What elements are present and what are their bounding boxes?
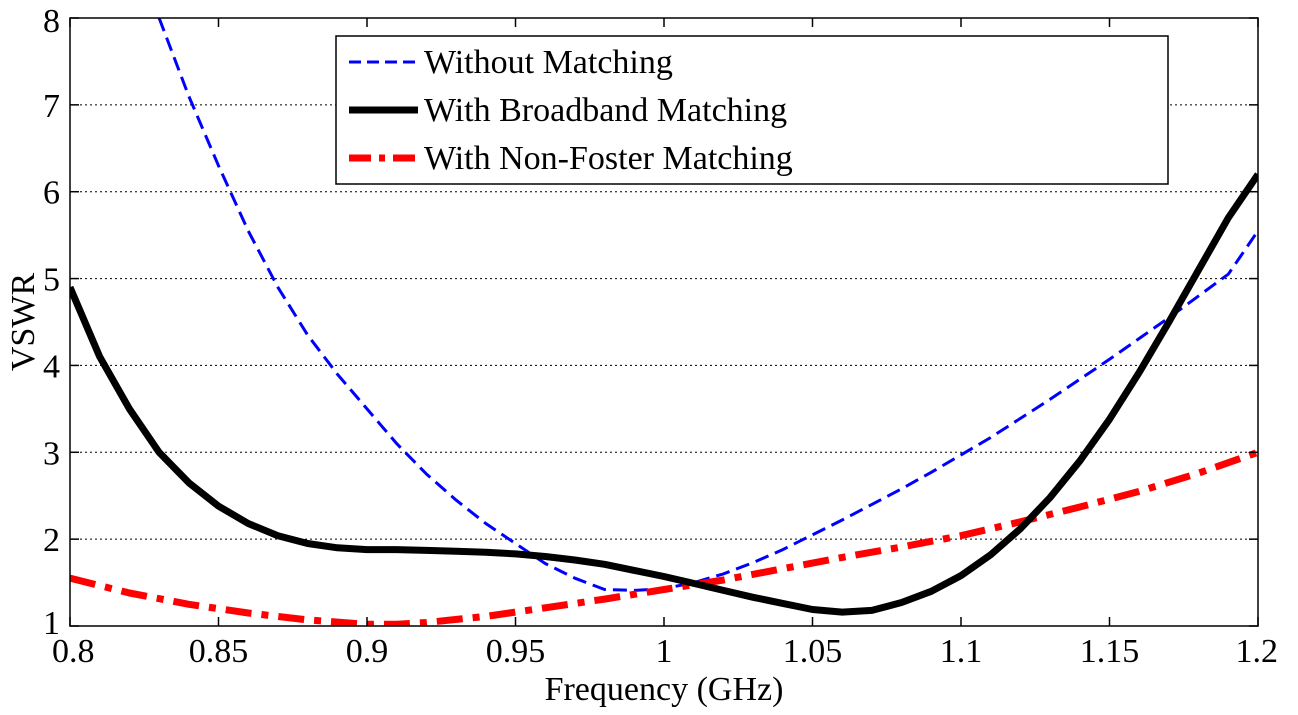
y-tick-label: 7 (43, 88, 60, 125)
x-tick-label: 1.1 (940, 633, 983, 670)
legend-label-non-foster-matching: With Non-Foster Matching (424, 140, 793, 177)
y-tick-label: 6 (43, 175, 60, 212)
legend-label-without-matching: Without Matching (424, 44, 673, 81)
legend-box (335, 35, 1169, 185)
y-tick-labels: 1 2 3 4 5 6 7 8 (43, 3, 60, 642)
legend: Without Matching With Broadband Matching… (335, 35, 1169, 185)
x-tick-label: 1.15 (1080, 633, 1140, 670)
x-tick-label: 0.85 (189, 633, 249, 670)
series-line-1 (70, 172, 1258, 616)
x-tick-label: 1.05 (783, 633, 843, 670)
y-axis-label: VSWR (5, 273, 42, 372)
x-tick-labels: 0.8 0.85 0.9 0.95 1 1.05 1.1 1.15 1.2 (52, 633, 1278, 670)
x-tick-label: 0.95 (486, 633, 546, 670)
series-line-2 (70, 448, 1258, 626)
x-axis-label: Frequency (GHz) (545, 671, 784, 708)
series-line-0 (157, 18, 1258, 592)
x-tick-label: 0.8 (52, 633, 95, 670)
tick-marks (69, 17, 1259, 627)
y-tick-label: 4 (43, 348, 60, 385)
y-tick-label: 8 (43, 3, 60, 40)
series-layer (70, 18, 1258, 626)
y-tick-label: 1 (43, 605, 60, 642)
x-tick-label: 1.2 (1236, 633, 1279, 670)
x-tick-label: 0.9 (346, 633, 389, 670)
y-tick-label: 5 (43, 262, 60, 299)
x-tick-label: 1 (656, 633, 673, 670)
y-tick-label: 3 (43, 435, 60, 472)
y-tick-label: 2 (43, 522, 60, 559)
legend-label-broadband-matching: With Broadband Matching (424, 92, 787, 129)
